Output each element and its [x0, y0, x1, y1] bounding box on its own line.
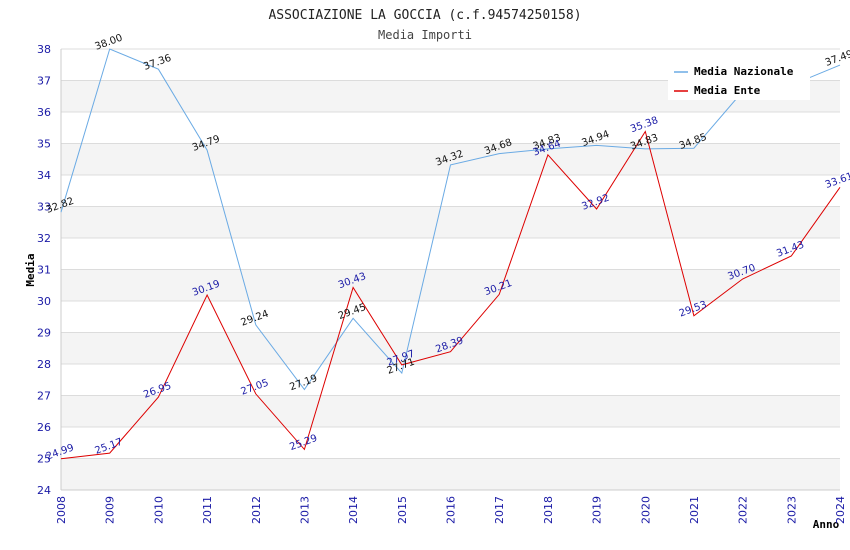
y-axis-label: Media [24, 253, 37, 286]
y-tick-label: 30 [37, 295, 51, 308]
x-tick-label: 2018 [542, 496, 555, 524]
legend-box [668, 60, 810, 100]
grid-band [61, 206, 840, 238]
grid-band [61, 458, 840, 490]
x-tick-label: 2023 [785, 496, 798, 524]
y-tick-label: 28 [37, 358, 51, 371]
x-tick-label: 2009 [104, 496, 117, 524]
y-tick-label: 34 [37, 169, 51, 182]
y-tick-label: 27 [37, 390, 51, 403]
x-tick-label: 2012 [250, 496, 263, 524]
plot-background [61, 49, 840, 490]
series-line-ente [60, 130, 841, 460]
series-lines [60, 48, 841, 460]
series-line-nazionale [60, 48, 841, 391]
x-tick-label: 2015 [396, 496, 409, 524]
legend-label-nazionale: Media Nazionale [694, 65, 794, 78]
x-tick-label: 2019 [591, 496, 604, 524]
x-tick-label: 2010 [152, 496, 165, 524]
grid-band [61, 269, 840, 301]
x-tick-label: 2014 [347, 496, 360, 524]
y-tick-label: 25 [37, 453, 51, 466]
grid-band [61, 175, 840, 207]
x-tick-label: 2020 [639, 496, 652, 524]
y-tick-label: 36 [37, 106, 51, 119]
y-tick-labels: 24 25 26 27 28 29 30 31 32 33 34 35 36 37 38 [37, 43, 51, 497]
grid-band [61, 364, 840, 396]
chart-subtitle: Media Importi [378, 28, 472, 42]
chart-title: ASSOCIAZIONE LA GOCCIA (c.f.94574250158) [268, 8, 581, 23]
y-tick-label: 26 [37, 421, 51, 434]
x-tick-label: 2013 [298, 496, 311, 524]
grid-band [61, 332, 840, 364]
grid-lines [60, 48, 840, 491]
x-tick-label: 2016 [445, 496, 458, 524]
x-tick-label: 2008 [55, 496, 68, 524]
legend: Media Nazionale Media Ente [668, 60, 810, 100]
x-tick-label: 2011 [201, 496, 214, 524]
x-tick-label: 2024 [834, 496, 847, 524]
grid-band [61, 395, 840, 427]
x-tick-label: 2017 [493, 496, 506, 524]
x-axis-label: Anno [813, 518, 840, 531]
y-tick-label: 29 [37, 327, 51, 340]
grid-band [61, 143, 840, 175]
y-tick-label: 24 [37, 484, 51, 497]
grid-band [61, 238, 840, 270]
x-tick-labels: 2008 2009 2010 2011 2012 2013 2014 2015 2016 2017… [55, 496, 847, 524]
y-tick-label: 37 [37, 75, 51, 88]
grid-band [61, 301, 840, 333]
x-tick-label: 2022 [737, 496, 750, 524]
grid-band [61, 427, 840, 459]
x-tick-label: 2021 [688, 496, 701, 524]
y-tick-label: 35 [37, 138, 51, 151]
y-tick-label: 32 [37, 232, 51, 245]
grid-band [61, 112, 840, 144]
y-tick-label: 31 [37, 264, 51, 277]
y-tick-label: 38 [37, 43, 51, 56]
y-tick-label: 33 [37, 201, 51, 214]
legend-label-ente: Media Ente [694, 84, 761, 97]
